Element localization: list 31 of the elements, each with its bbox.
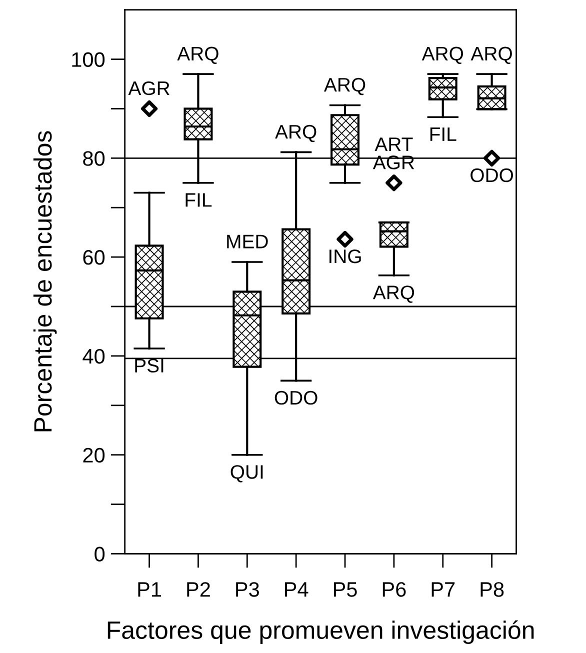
annotation: ODO: [274, 390, 318, 405]
annotation: ARQ: [324, 78, 366, 96]
y-tick-label: 60: [83, 250, 105, 265]
y-axis-title: Porcentaje de encuestados: [33, 131, 57, 432]
annotation: ARQ: [470, 46, 512, 64]
annotation: AGR: [128, 81, 170, 96]
annotation: FIL: [186, 193, 212, 207]
x-tick-label: P2: [187, 582, 210, 597]
x-tick-label: P1: [138, 582, 162, 597]
x-tick-label: P6: [382, 582, 406, 597]
x-tick-label: P5: [334, 582, 357, 597]
y-tick-label: 40: [82, 348, 105, 364]
y-tick-label: 20: [83, 448, 105, 463]
annotation: ING: [330, 249, 361, 264]
x-tick-label: P4: [285, 582, 308, 597]
x-axis-title: Factores que promueven investigación: [108, 620, 534, 644]
y-tick-label: 80: [83, 151, 105, 166]
x-tick-label: P8: [480, 582, 504, 597]
annotation: ARQ: [372, 286, 414, 303]
x-tick-label: P7: [432, 582, 455, 597]
annotation: ODO: [470, 168, 514, 182]
annotation: MED: [227, 234, 268, 248]
annotation: ARQ: [422, 46, 464, 64]
annotation: QUI: [230, 465, 263, 482]
y-tick-label: 0: [94, 546, 105, 562]
x-tick-label: P3: [236, 582, 259, 597]
annotation: FIL: [430, 128, 456, 141]
annotation: ARQ: [177, 46, 218, 64]
annotation: ARQ: [275, 124, 316, 142]
y-tick-label: 100: [72, 52, 105, 67]
annotation: PSI: [135, 358, 164, 373]
